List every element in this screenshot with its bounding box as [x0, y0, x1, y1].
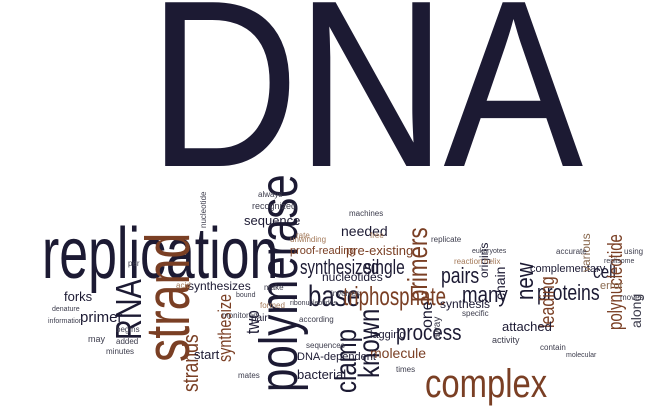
word-unwinding: unwinding [290, 235, 327, 244]
word-denature: denature [52, 306, 80, 313]
word-bacterial: bacterial [297, 367, 347, 382]
word-lagging: lagging [370, 329, 406, 341]
word-involves: involves [331, 289, 360, 298]
word-process: process [396, 320, 462, 345]
word-dna: DNA [148, 0, 583, 217]
word-synthesis: synthesis [440, 297, 491, 311]
word-according: according [299, 315, 334, 324]
word-bound: bound [236, 292, 256, 299]
word-moves: moves [620, 293, 644, 302]
word-dna-dependent: DNA-dependent [297, 351, 376, 363]
word-free: free [370, 231, 384, 240]
word-information: information [48, 318, 83, 325]
word-proof-reading: proof-reading [290, 245, 356, 257]
word-specific: specific [462, 309, 489, 318]
word-cell: cell [593, 262, 616, 282]
word-base: base [308, 280, 361, 313]
word-ribonucleotides: ribonucleotides [290, 300, 338, 307]
word-reaction: reaction [454, 257, 483, 266]
word-pair: pair [251, 313, 268, 324]
word-formed: formed [260, 301, 285, 310]
word-complex: complex [425, 362, 548, 406]
word-synthesized: synthesized [300, 257, 380, 279]
word-proteins: proteins [537, 280, 600, 305]
word-times: times [396, 365, 416, 374]
word-molecule: molecule [370, 345, 427, 361]
word-always: always [258, 190, 283, 199]
word-chain: chain [492, 266, 508, 300]
word-contain: contain [540, 343, 566, 352]
word-replisome: replisome [604, 258, 635, 265]
word-added: added [116, 337, 139, 346]
word-recognized: recognized [252, 201, 297, 211]
word-pairs: pairs [441, 263, 480, 288]
word-primer: primer [80, 309, 123, 326]
word-replicate: replicate [431, 235, 462, 244]
word-attached: attached [502, 319, 552, 334]
word-minutes: minutes [106, 347, 135, 356]
word-triphosphate: triphosphate [343, 281, 447, 311]
word-away: away [432, 316, 443, 340]
word-molecular: molecular [566, 352, 597, 359]
word-replication: replication [42, 214, 279, 294]
word-acid: acid [176, 281, 191, 290]
word-activity: activity [492, 335, 520, 345]
word-single: single [364, 257, 405, 279]
word-rate: rate [296, 231, 310, 240]
word-make: make [264, 283, 284, 292]
word-per: per [128, 259, 140, 268]
word-sequence: sequence [244, 213, 301, 228]
word-many: many [462, 282, 508, 307]
word-nucleotide: nucleotide [199, 191, 208, 228]
word-primers: primers [402, 227, 433, 302]
word-helix: helix [484, 257, 501, 266]
word-sequences: sequences [306, 341, 345, 350]
word-eukaryotes: eukaryotes [472, 248, 507, 255]
word-nucleotides: nucleotides [322, 270, 383, 284]
word-using: using [624, 247, 644, 256]
word-strands: strands [178, 334, 203, 392]
word-pre-existing: pre-existing [346, 243, 414, 258]
word-begins: begins [116, 325, 140, 334]
word-mates: mates [238, 371, 260, 380]
word-forks: forks [64, 289, 93, 304]
word-complementary: complementary [530, 263, 606, 275]
word-machines: machines [349, 209, 384, 218]
word-error: error [600, 280, 624, 292]
word-may: may [88, 334, 106, 344]
word-accurate: accurate [556, 247, 587, 256]
word-start: start [194, 347, 220, 362]
word-needed: needed [341, 223, 388, 239]
word-synthesizes: synthesizes [188, 279, 251, 293]
word-monitored: monitored [222, 311, 258, 320]
